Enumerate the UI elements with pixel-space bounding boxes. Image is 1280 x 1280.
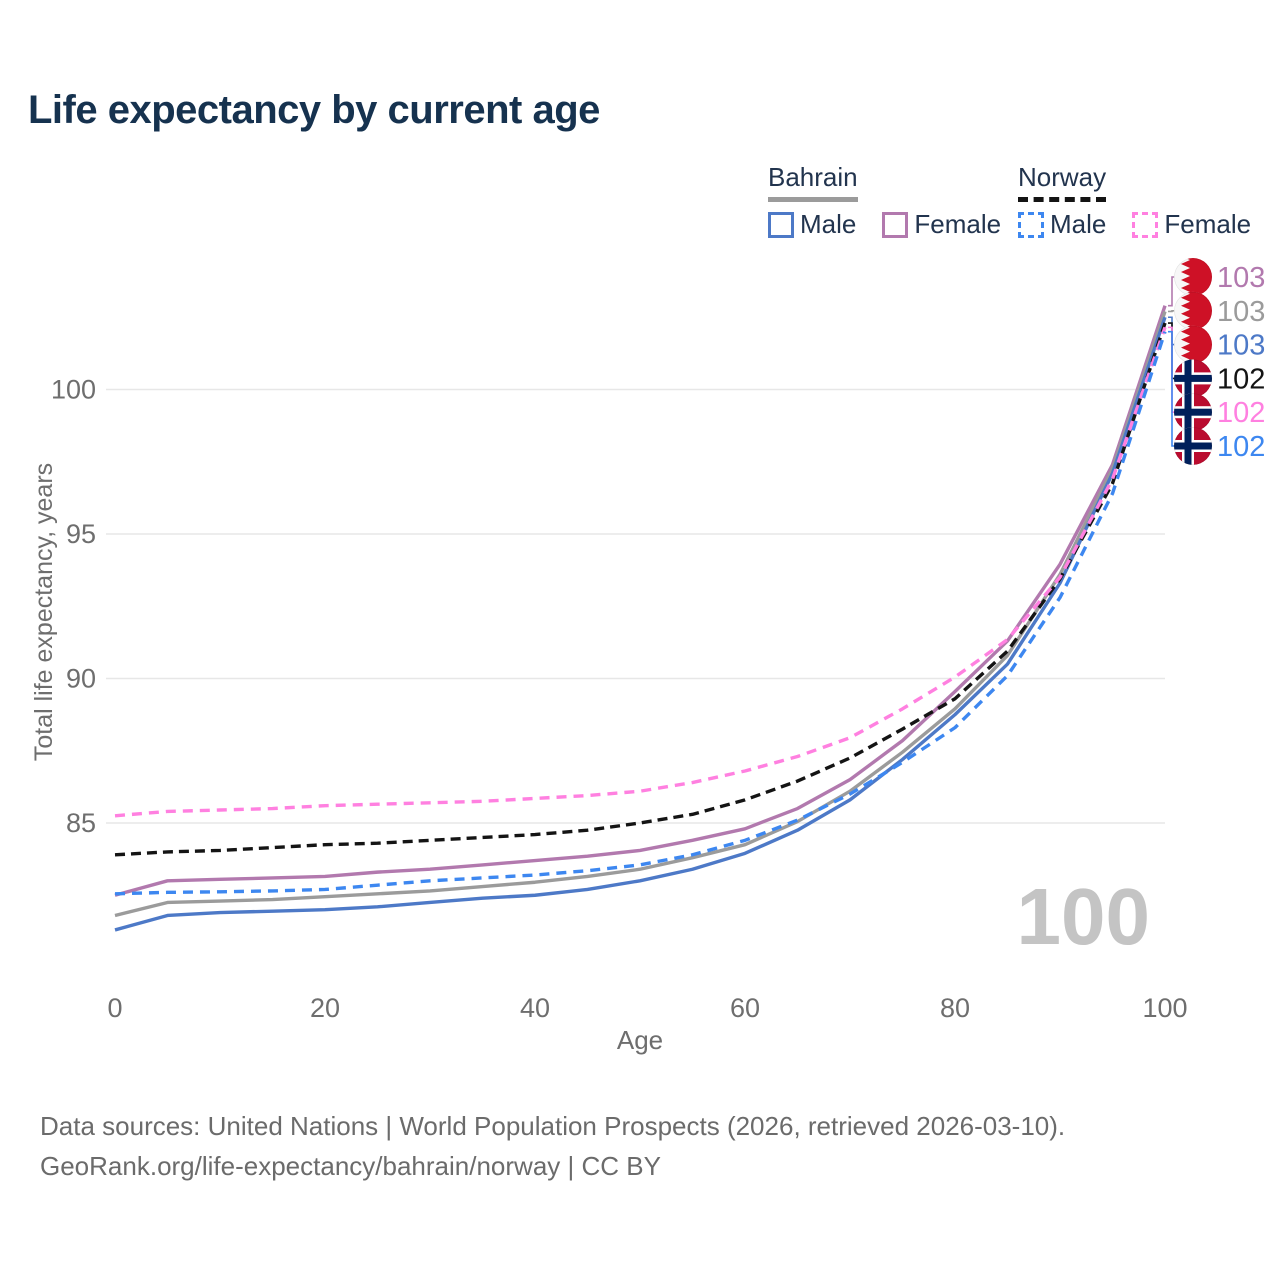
legend-item-label: Female [914, 209, 1002, 239]
bahrain-flag-icon [1174, 258, 1212, 296]
y-axis-title: Total life expectancy, years [30, 463, 58, 761]
legend-item-label: Male [800, 209, 857, 239]
legend-group-bahrain: Bahrain Male Female [768, 162, 1001, 240]
y-tick-label: 90 [66, 664, 96, 694]
x-tick-label: 100 [1142, 993, 1187, 1023]
end-label-flag [1174, 291, 1212, 330]
end-label-flag [1174, 427, 1212, 465]
end-label-flag [1174, 258, 1212, 296]
legend-item-label: Male [1050, 209, 1107, 239]
bahrain-male-swatch-icon [768, 211, 794, 238]
y-tick-label: 95 [66, 519, 96, 549]
x-tick-label: 20 [310, 993, 340, 1023]
footer-data-sources: Data sources: United Nations | World Pop… [40, 1111, 1066, 1141]
series-line-bahrain_total [114, 310, 1167, 918]
end-value-label: 102 [1217, 397, 1265, 429]
y-tick-label: 100 [51, 375, 96, 405]
series-line-norway_male [114, 331, 1167, 896]
footer-attribution-url: GeoRank.org/life-expectancy/bahrain/norw… [40, 1151, 661, 1181]
x-axis-title: Age [617, 1025, 663, 1055]
legend-item-bahrain-female[interactable]: Female [882, 209, 1001, 240]
norway-flag-icon [1174, 359, 1212, 398]
end-value-label: 103 [1217, 262, 1265, 294]
footer: Data sources: United Nations | World Pop… [40, 1106, 1065, 1186]
series-line-norway_female [114, 326, 1167, 818]
legend-group-norway: Norway Male Female [1018, 162, 1251, 240]
end-value-label: 103 [1217, 330, 1265, 362]
bahrain-flag-icon [1174, 291, 1212, 330]
legend-item-bahrain-male[interactable]: Male [768, 209, 856, 240]
end-value-label: 102 [1217, 363, 1265, 395]
end-label-flag [1174, 393, 1212, 432]
x-tick-label: 80 [940, 993, 970, 1023]
legend-header-norway[interactable]: Norway [1018, 162, 1107, 202]
end-value-label: 103 [1217, 296, 1265, 328]
page-title: Life expectancy by current age [28, 88, 600, 132]
end-label-flag [1174, 359, 1212, 398]
x-tick-label: 0 [107, 993, 122, 1023]
legend-item-norway-male[interactable]: Male [1018, 209, 1106, 240]
series-line-bahrain_female [114, 305, 1167, 897]
norway-male-swatch-icon [1018, 211, 1044, 238]
series-line-bahrain_male [114, 316, 1167, 932]
bahrain-female-swatch-icon [882, 211, 909, 238]
end-value-label: 102 [1217, 431, 1265, 463]
legend-item-label: Female [1164, 209, 1252, 239]
y-tick-label: 85 [66, 808, 96, 838]
end-label-flag [1174, 325, 1212, 364]
series-line-norway_total [114, 322, 1167, 857]
legend-header-bahrain[interactable]: Bahrain [768, 162, 858, 202]
norway-flag-icon [1174, 393, 1212, 432]
norway-female-swatch-icon [1132, 211, 1159, 238]
bahrain-flag-icon [1174, 325, 1212, 364]
legend-item-norway-female[interactable]: Female [1132, 209, 1251, 240]
x-tick-label: 60 [730, 993, 760, 1023]
norway-flag-icon [1174, 427, 1212, 465]
age-counter-watermark: 100 [1017, 872, 1150, 961]
x-tick-label: 40 [520, 993, 550, 1023]
